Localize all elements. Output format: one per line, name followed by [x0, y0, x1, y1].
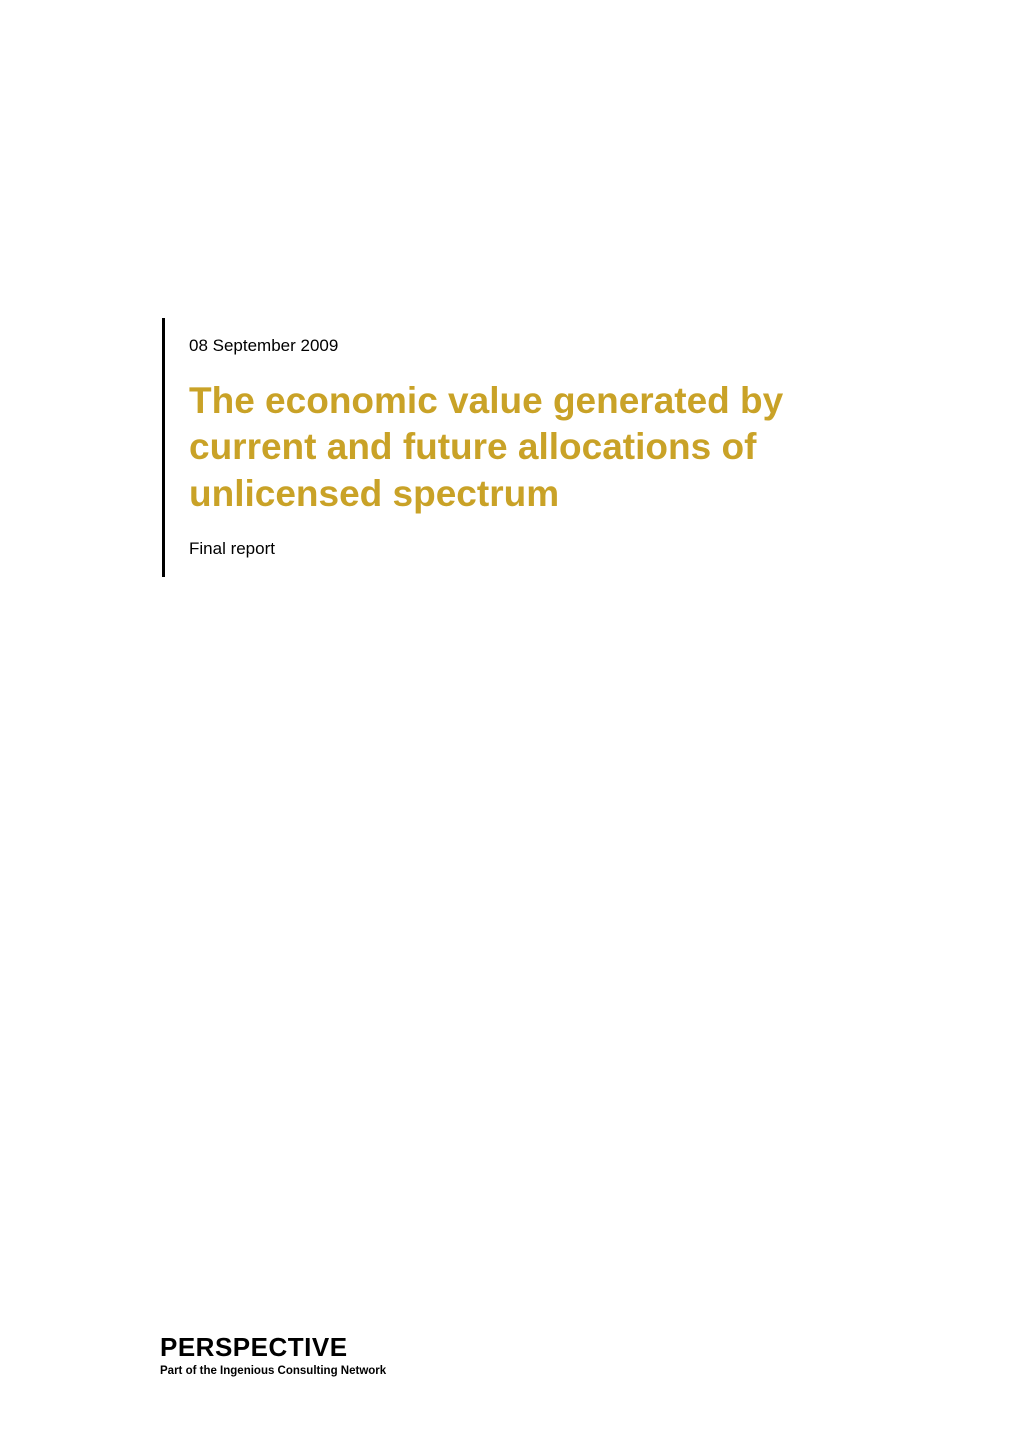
report-cover-page: 08 September 2009 The economic value gen…	[0, 0, 1020, 1443]
logo-block: PERSPECTIVE Part of the Ingenious Consul…	[160, 1332, 386, 1377]
title-block: 08 September 2009 The economic value gen…	[162, 318, 882, 577]
document-subtitle: Final report	[189, 539, 882, 559]
document-title: The economic value generated by current …	[189, 378, 882, 517]
document-date: 08 September 2009	[189, 336, 882, 356]
logo-tagline: Part of the Ingenious Consulting Network	[160, 1365, 386, 1377]
logo-name: PERSPECTIVE	[160, 1332, 386, 1363]
